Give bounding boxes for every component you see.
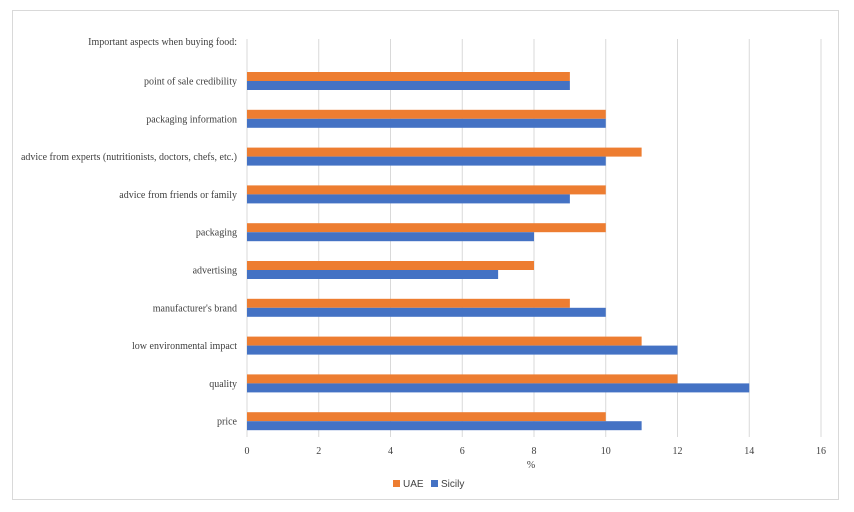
bar-uae-4 — [247, 223, 606, 233]
category-label: packaging — [196, 228, 237, 239]
legend-swatch-uae — [393, 480, 400, 487]
bar-sicily-4 — [247, 232, 534, 242]
bar-sicily-6 — [247, 307, 606, 317]
category-label: packaging information — [146, 114, 237, 125]
bar-uae-0 — [247, 72, 570, 81]
category-label: advice from experts (nutritionists, doct… — [21, 152, 237, 163]
x-axis-label: % — [527, 460, 535, 471]
header-label: Important aspects when buying food: — [88, 37, 237, 48]
category-labels: point of sale credibility packaging infor… — [21, 77, 238, 428]
x-tick-label: 6 — [460, 446, 465, 457]
bar-sicily-7 — [247, 345, 678, 355]
bar-sicily-3 — [247, 194, 570, 204]
bar-sicily-5 — [247, 270, 499, 279]
category-label: point of sale credibility — [144, 77, 237, 88]
category-label: advice from friends or family — [119, 190, 237, 201]
legend-swatch-sicily — [431, 480, 438, 487]
category-label: quality — [209, 379, 237, 390]
bar-sicily-1 — [247, 118, 606, 128]
legend: UAE Sicily — [393, 479, 464, 490]
x-tick-label: 14 — [744, 446, 754, 457]
bar-sicily-0 — [247, 81, 570, 90]
legend-label-uae: UAE — [403, 479, 424, 490]
bar-sicily-8 — [247, 383, 750, 393]
bar-uae-1 — [247, 109, 606, 119]
x-tick-label: 16 — [816, 446, 826, 457]
x-tick-label: 8 — [532, 446, 537, 457]
bars — [247, 72, 750, 431]
x-tick-label: 10 — [601, 446, 611, 457]
bar-uae-7 — [247, 336, 642, 346]
bar-uae-2 — [247, 147, 642, 157]
category-label: manufacturer's brand — [153, 303, 237, 314]
bar-sicily-2 — [247, 156, 606, 166]
bar-uae-3 — [247, 185, 606, 195]
category-label: advertising — [193, 266, 237, 277]
bar-chart: point of sale credibility packaging infor… — [21, 37, 827, 490]
x-tick-label: 4 — [388, 446, 393, 457]
x-tick-label: 0 — [245, 446, 250, 457]
category-label: low environmental impact — [132, 341, 237, 352]
x-tick-labels: 0 2 4 6 8 10 12 14 16 — [245, 446, 827, 457]
chart-frame: point of sale credibility packaging infor… — [12, 10, 839, 500]
bar-uae-6 — [247, 298, 570, 308]
bar-uae-9 — [247, 412, 606, 422]
x-tick-label: 2 — [316, 446, 321, 457]
category-label: price — [217, 417, 238, 428]
bar-sicily-9 — [247, 421, 642, 431]
bar-uae-5 — [247, 261, 534, 270]
x-tick-label: 12 — [673, 446, 683, 457]
legend-label-sicily: Sicily — [441, 479, 464, 490]
bar-uae-8 — [247, 374, 678, 384]
